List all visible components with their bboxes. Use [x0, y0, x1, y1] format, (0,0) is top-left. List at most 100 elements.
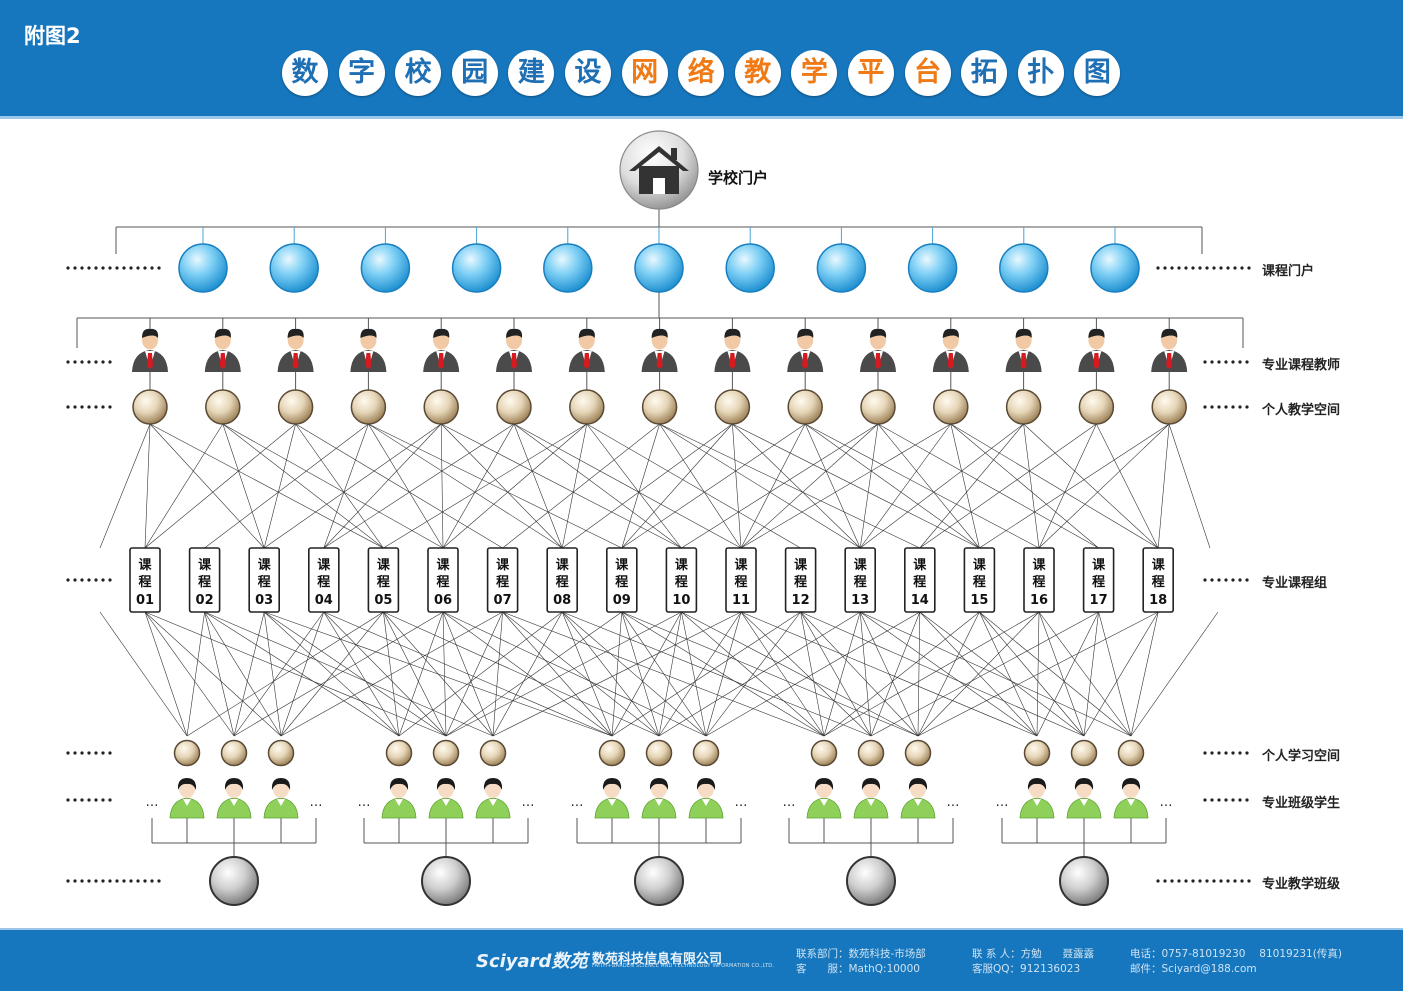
- course-number: 17: [1090, 593, 1108, 608]
- title-char: 设: [565, 50, 611, 96]
- dotted-leader: [1219, 879, 1223, 883]
- mesh-line: [186, 611, 384, 737]
- course-label: 程: [1092, 575, 1105, 590]
- mesh-line: [149, 423, 265, 549]
- mesh-line: [144, 423, 224, 549]
- dotted-leader: [108, 751, 112, 755]
- course-number: 02: [196, 593, 214, 608]
- course-number: 03: [255, 593, 273, 608]
- mesh-line: [502, 611, 660, 737]
- mesh-line: [383, 423, 587, 549]
- course-box: 课程 01: [129, 547, 161, 613]
- blue-sphere-icon: [725, 243, 775, 293]
- mesh-line: [323, 611, 400, 737]
- dotted-leader: [73, 360, 77, 364]
- mesh-line: [222, 423, 265, 549]
- mesh-line: [621, 423, 660, 549]
- dotted-leader: [1205, 266, 1209, 270]
- teacher-icon: [1078, 328, 1115, 372]
- mesh-line: [561, 611, 613, 737]
- mesh-line: [398, 611, 563, 737]
- teacher-icon: [1151, 328, 1188, 372]
- course-label: 程: [138, 575, 151, 590]
- dotted-leader: [1245, 405, 1249, 409]
- mesh-line: [823, 611, 861, 737]
- mesh-line: [740, 423, 951, 549]
- blue-sphere-icon: [634, 243, 684, 293]
- dotted-leader: [1224, 751, 1228, 755]
- course-number: 16: [1030, 593, 1048, 608]
- course-label: 程: [1152, 575, 1165, 590]
- course-label: 程: [734, 575, 747, 590]
- teacher-icon: [204, 328, 241, 372]
- dotted-leader: [1205, 879, 1209, 883]
- mesh-line: [1023, 423, 1159, 549]
- mesh-line: [383, 611, 660, 737]
- mesh-line: [621, 423, 806, 549]
- row-label: 专业教学班级: [1262, 877, 1341, 892]
- dotted-leader: [122, 879, 126, 883]
- student-icon: [641, 778, 677, 819]
- student-icon: [1113, 778, 1149, 819]
- course-number: 12: [792, 593, 810, 608]
- mesh-line: [586, 423, 682, 549]
- mesh-line: [263, 423, 296, 549]
- tan-sphere-icon: [857, 739, 885, 767]
- ellipsis-mark: …: [947, 795, 960, 810]
- mesh-line: [264, 611, 447, 737]
- dotted-leader: [108, 798, 112, 802]
- mesh-line: [398, 611, 444, 737]
- mesh-line: [705, 611, 742, 737]
- dotted-leader: [66, 360, 70, 364]
- tan-sphere-icon: [132, 389, 168, 425]
- dotted-leader: [94, 751, 98, 755]
- tan-sphere-icon: [277, 389, 314, 425]
- blue-sphere-icon: [907, 243, 958, 293]
- dotted-leader: [157, 266, 161, 270]
- tan-sphere-icon: [641, 389, 678, 425]
- course-label: 课: [675, 558, 689, 573]
- course-label: 课: [913, 558, 927, 573]
- footer-service: 客 服：MathQ:10000: [796, 963, 920, 975]
- dotted-leader: [1224, 405, 1228, 409]
- course-label: 课: [198, 558, 212, 573]
- mesh-line: [870, 611, 1099, 737]
- dotted-leader: [66, 266, 70, 270]
- course-label: 程: [556, 575, 569, 590]
- blue-sphere-icon: [816, 243, 867, 293]
- dotted-leader: [1170, 879, 1174, 883]
- course-box: 课程 10: [665, 547, 698, 613]
- course-label: 程: [794, 575, 807, 590]
- row-label: 个人教学空间: [1262, 403, 1341, 418]
- title-char: 数: [282, 50, 328, 96]
- dotted-leader: [66, 798, 70, 802]
- teacher-icon: [496, 328, 532, 372]
- course-number: 14: [911, 593, 929, 608]
- mesh-line: [860, 423, 1024, 549]
- student-icon: [169, 778, 205, 819]
- mesh-line: [1098, 611, 1132, 737]
- title-char: 平: [848, 50, 894, 96]
- dotted-leader: [87, 578, 91, 582]
- dotted-leader: [73, 751, 77, 755]
- course-number: 07: [494, 593, 512, 608]
- teacher-icon: [423, 328, 460, 372]
- mesh-line: [804, 423, 861, 549]
- dotted-leader: [115, 879, 119, 883]
- mesh-line: [800, 611, 1085, 737]
- mesh-line: [800, 611, 919, 737]
- dotted-leader: [108, 879, 112, 883]
- course-label: 课: [496, 558, 510, 573]
- mesh-line: [1023, 423, 1040, 549]
- dotted-leader: [94, 879, 98, 883]
- dotted-leader: [1198, 879, 1202, 883]
- mesh-line: [441, 423, 682, 549]
- dotted-leader: [101, 879, 105, 883]
- dotted-leader: [87, 798, 91, 802]
- dotted-leader: [1238, 798, 1242, 802]
- dotted-leader: [80, 798, 84, 802]
- course-box: 课程 02: [188, 547, 221, 613]
- ellipsis-mark: …: [522, 795, 535, 810]
- dotted-leader: [1212, 266, 1216, 270]
